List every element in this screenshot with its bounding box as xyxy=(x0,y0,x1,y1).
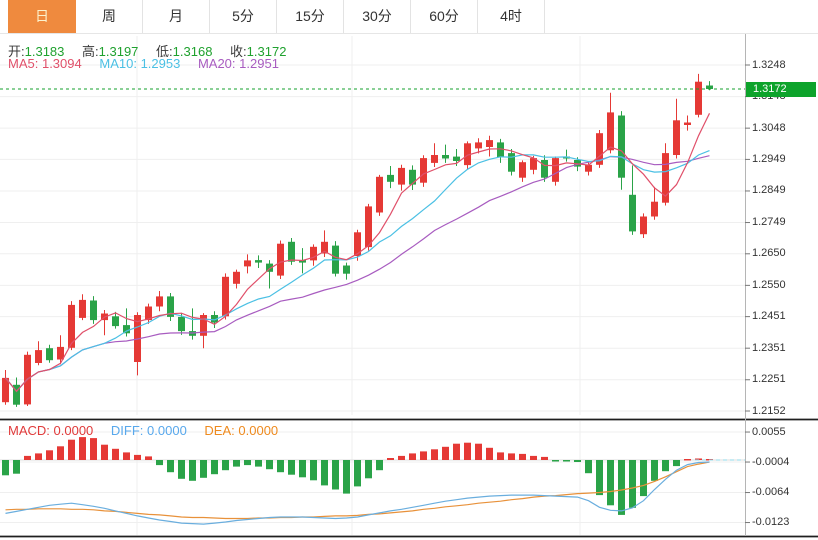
macd-histogram xyxy=(2,437,713,515)
close-label: 收: xyxy=(230,44,247,59)
tab-60min[interactable]: 60分 xyxy=(411,0,478,33)
tab-30min[interactable]: 30分 xyxy=(344,0,411,33)
ohlc-legend: 开:1.3183 高:1.3197 低:1.3168 收:1.3172 xyxy=(8,41,300,60)
macd-legend: MACD: 0.0000 DIFF: 0.0000 DEA: 0.0000 xyxy=(8,423,292,438)
macd-value: 0.0000 xyxy=(53,423,94,438)
ma10-value: 1.2953 xyxy=(140,56,181,71)
price-axis-label: 1.2949 xyxy=(752,152,786,165)
dea-label: DEA: xyxy=(204,423,235,438)
current-price-value: 1.3172 xyxy=(753,82,787,95)
ma5-label: MA5: xyxy=(8,56,39,71)
macd-axis-label: 0.0055 xyxy=(752,425,786,438)
price-axis-label: 1.2251 xyxy=(752,373,786,386)
macd-axis-label: -0.0004 xyxy=(752,455,790,468)
close-value: 1.3172 xyxy=(246,44,287,59)
low-value: 1.3168 xyxy=(172,44,213,59)
tab-month[interactable]: 月 xyxy=(143,0,210,33)
macd-label: MACD: xyxy=(8,423,50,438)
tab-4hour[interactable]: 4时 xyxy=(478,0,545,33)
ma-legend: MA5: 1.3094 MA10: 1.2953 MA20: 1.2951 xyxy=(8,56,293,71)
tab-5min[interactable]: 5分 xyxy=(210,0,277,33)
diff-label: DIFF: xyxy=(110,423,144,438)
tab-day[interactable]: 日 xyxy=(8,0,76,33)
high-label: 高: xyxy=(82,44,99,59)
low-label: 低: xyxy=(156,44,173,59)
panel-borders xyxy=(0,34,818,538)
candles-layer xyxy=(2,73,713,407)
open-label: 开: xyxy=(8,44,25,59)
ma20-label: MA20: xyxy=(197,56,236,71)
price-axis-label: 1.2550 xyxy=(752,278,786,291)
macd-axis-label: -0.0064 xyxy=(752,486,790,499)
ma-lines xyxy=(5,113,711,393)
ma20-value: 1.2951 xyxy=(239,56,279,71)
current-price-tag: 1.3172 xyxy=(746,81,816,97)
ma10-label: MA10: xyxy=(99,56,137,71)
dea-value: 0.0000 xyxy=(238,423,279,438)
tab-15min[interactable]: 15分 xyxy=(277,0,344,33)
macd-axis-label: -0.0123 xyxy=(752,516,790,529)
price-axis-label: 1.3248 xyxy=(752,58,786,71)
macd-lines xyxy=(5,459,745,525)
tab-week[interactable]: 周 xyxy=(76,0,143,33)
diff-value: 0.0000 xyxy=(147,423,187,438)
price-axis-label: 1.2152 xyxy=(752,404,786,417)
high-value: 1.3197 xyxy=(98,44,139,59)
price-axis-label: 1.2451 xyxy=(752,310,786,323)
price-axis-label: 1.3048 xyxy=(752,121,786,134)
timeframe-tabbar: 日周月 5分 15分 30分 60分 4时 xyxy=(0,0,818,34)
ma5-value: 1.3094 xyxy=(41,56,82,71)
price-axis-label: 1.2749 xyxy=(752,216,786,229)
price-axis-label: 1.2351 xyxy=(752,341,786,354)
price-axis-label: 1.2650 xyxy=(752,247,786,260)
price-axis-label: 1.2849 xyxy=(752,184,786,197)
open-value: 1.3183 xyxy=(24,44,65,59)
